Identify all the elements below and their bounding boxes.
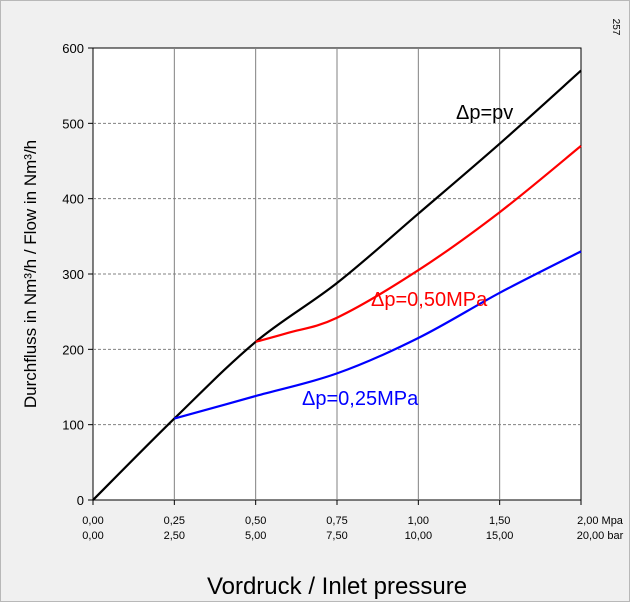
y-tick-label: 0 bbox=[77, 493, 84, 508]
series-line-dp-025mpa bbox=[174, 250, 582, 420]
x-tick-label-bar: 20,00 bar bbox=[577, 530, 624, 542]
x-tick-label-bar: 5,00 bbox=[245, 530, 266, 542]
series-label-dp-025mpa: Δp=0,25MPa bbox=[302, 388, 419, 410]
y-tick-label: 200 bbox=[62, 342, 84, 357]
x-tick-label-bar: 0,00 bbox=[82, 530, 103, 542]
y-tick-label: 400 bbox=[62, 192, 84, 207]
x-tick-label-bar: 2,50 bbox=[164, 530, 185, 542]
y-tick-label: 300 bbox=[62, 267, 84, 282]
series-line-dp-050mpa bbox=[255, 145, 582, 343]
y-axis-label: Durchfluss in Nm³/h / Flow in Nm³/h bbox=[21, 140, 40, 408]
x-axis-label: Vordruck / Inlet pressure bbox=[207, 573, 467, 600]
x-tick-label-mpa: 0,25 bbox=[164, 515, 185, 527]
x-tick-label-bar: 15,00 bbox=[486, 530, 514, 542]
x-tick-label-mpa: 1,50 bbox=[489, 515, 510, 527]
x-tick-label-mpa: 1,00 bbox=[408, 515, 429, 527]
axis-ticks: 0 100 200 300 400 500 600 0,00 0,00 0,25 2,50 0,50 5… bbox=[62, 41, 624, 542]
x-tick-label-mpa: 2,00 Mpa bbox=[577, 515, 624, 527]
y-tick-label: 100 bbox=[62, 418, 84, 433]
x-tick-label-mpa: 0,00 bbox=[82, 515, 103, 527]
grid-lines bbox=[93, 48, 581, 500]
corner-code: 257 bbox=[610, 19, 621, 36]
x-tick-label-bar: 10,00 bbox=[405, 530, 433, 542]
series-labels: Δp=pv Δp=0,50MPa Δp=0,25MPa bbox=[302, 102, 513, 410]
y-tick-label: 500 bbox=[62, 116, 84, 131]
series-label-dp-050mpa: Δp=0,50MPa bbox=[371, 289, 488, 311]
y-tick-label: 600 bbox=[62, 41, 84, 56]
x-tick-label-bar: 7,50 bbox=[326, 530, 347, 542]
series-lines bbox=[92, 69, 582, 501]
x-tick-label-mpa: 0,75 bbox=[326, 515, 347, 527]
series-label-dp-pv: Δp=pv bbox=[456, 102, 513, 124]
x-tick-label-mpa: 0,50 bbox=[245, 515, 266, 527]
